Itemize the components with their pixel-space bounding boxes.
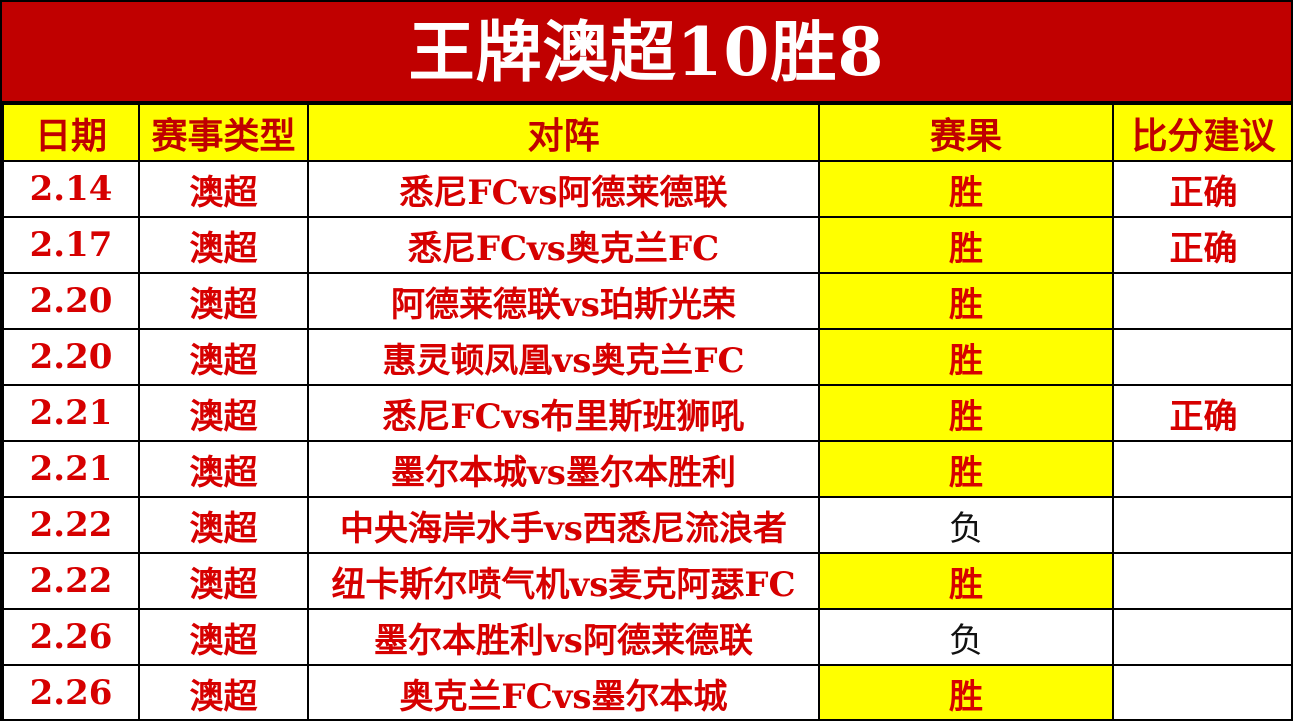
date-cell: 2.21 [2, 384, 140, 442]
title-banner: 王牌澳超10胜8 [2, 2, 1291, 103]
suggestion-cell: 正确 [1112, 160, 1291, 218]
league-cell: 澳超 [138, 608, 309, 666]
suggestion-cell [1112, 608, 1291, 666]
page-title: 王牌澳超10胜8 [408, 12, 885, 91]
match-cell: 墨尔本城vs墨尔本胜利 [307, 440, 820, 498]
match-cell: 惠灵顿凤凰vs奥克兰FC [307, 328, 820, 386]
date-cell: 2.21 [2, 440, 140, 498]
result-cell: 负 [818, 608, 1114, 666]
date-cell: 2.26 [2, 608, 140, 666]
suggestion-cell: 正确 [1112, 384, 1291, 442]
result-cell: 胜 [818, 552, 1114, 610]
table-row: 2.20 澳超 阿德莱德联vs珀斯光荣 胜 [2, 272, 1291, 330]
date-cell: 2.14 [2, 160, 140, 218]
date-cell: 2.22 [2, 496, 140, 554]
table-row: 2.26 澳超 墨尔本胜利vs阿德莱德联 负 [2, 608, 1291, 666]
result-cell: 负 [818, 496, 1114, 554]
suggestion-cell [1112, 552, 1291, 610]
result-cell: 胜 [818, 272, 1114, 330]
result-cell: 胜 [818, 664, 1114, 719]
table-header: 日期 赛事类型 对阵 赛果 比分建议 [2, 103, 1291, 162]
league-cell: 澳超 [138, 328, 309, 386]
match-cell: 悉尼FCvs奥克兰FC [307, 216, 820, 274]
match-cell: 悉尼FCvs布里斯班狮吼 [307, 384, 820, 442]
league-cell: 澳超 [138, 496, 309, 554]
results-table: 日期 赛事类型 对阵 赛果 比分建议 2.14 澳超 悉尼FCvs阿德莱德联 胜… [2, 103, 1291, 719]
column-header-result: 赛果 [818, 103, 1114, 162]
suggestion-cell [1112, 440, 1291, 498]
match-cell: 阿德莱德联vs珀斯光荣 [307, 272, 820, 330]
result-cell: 胜 [818, 440, 1114, 498]
suggestion-cell [1112, 272, 1291, 330]
result-cell: 胜 [818, 216, 1114, 274]
column-header-date: 日期 [2, 103, 140, 162]
result-cell: 胜 [818, 384, 1114, 442]
column-header-league: 赛事类型 [138, 103, 309, 162]
table-row: 2.17 澳超 悉尼FCvs奥克兰FC 胜 正确 [2, 216, 1291, 274]
date-cell: 2.17 [2, 216, 140, 274]
league-cell: 澳超 [138, 440, 309, 498]
column-header-suggestion: 比分建议 [1112, 103, 1291, 162]
suggestion-cell: 正确 [1112, 216, 1291, 274]
table-row: 2.22 澳超 纽卡斯尔喷气机vs麦克阿瑟FC 胜 [2, 552, 1291, 610]
result-cell: 胜 [818, 328, 1114, 386]
suggestion-cell [1112, 328, 1291, 386]
table-row: 2.26 澳超 奥克兰FCvs墨尔本城 胜 [2, 664, 1291, 719]
league-cell: 澳超 [138, 216, 309, 274]
league-cell: 澳超 [138, 384, 309, 442]
result-cell: 胜 [818, 160, 1114, 218]
match-cell: 悉尼FCvs阿德莱德联 [307, 160, 820, 218]
date-cell: 2.20 [2, 272, 140, 330]
match-cell: 纽卡斯尔喷气机vs麦克阿瑟FC [307, 552, 820, 610]
table-row: 2.22 澳超 中央海岸水手vs西悉尼流浪者 负 [2, 496, 1291, 554]
match-cell: 墨尔本胜利vs阿德莱德联 [307, 608, 820, 666]
header-row: 日期 赛事类型 对阵 赛果 比分建议 [2, 103, 1291, 162]
date-cell: 2.26 [2, 664, 140, 719]
league-cell: 澳超 [138, 272, 309, 330]
date-cell: 2.22 [2, 552, 140, 610]
table-row: 2.21 澳超 墨尔本城vs墨尔本胜利 胜 [2, 440, 1291, 498]
suggestion-cell [1112, 664, 1291, 719]
table-row: 2.21 澳超 悉尼FCvs布里斯班狮吼 胜 正确 [2, 384, 1291, 442]
date-cell: 2.20 [2, 328, 140, 386]
league-cell: 澳超 [138, 160, 309, 218]
table-body: 2.14 澳超 悉尼FCvs阿德莱德联 胜 正确 2.17 澳超 悉尼FCvs奥… [2, 160, 1291, 719]
match-cell: 奥克兰FCvs墨尔本城 [307, 664, 820, 719]
table-row: 2.20 澳超 惠灵顿凤凰vs奥克兰FC 胜 [2, 328, 1291, 386]
column-header-match: 对阵 [307, 103, 820, 162]
table-row: 2.14 澳超 悉尼FCvs阿德莱德联 胜 正确 [2, 160, 1291, 218]
match-cell: 中央海岸水手vs西悉尼流浪者 [307, 496, 820, 554]
suggestion-cell [1112, 496, 1291, 554]
league-cell: 澳超 [138, 664, 309, 719]
league-cell: 澳超 [138, 552, 309, 610]
